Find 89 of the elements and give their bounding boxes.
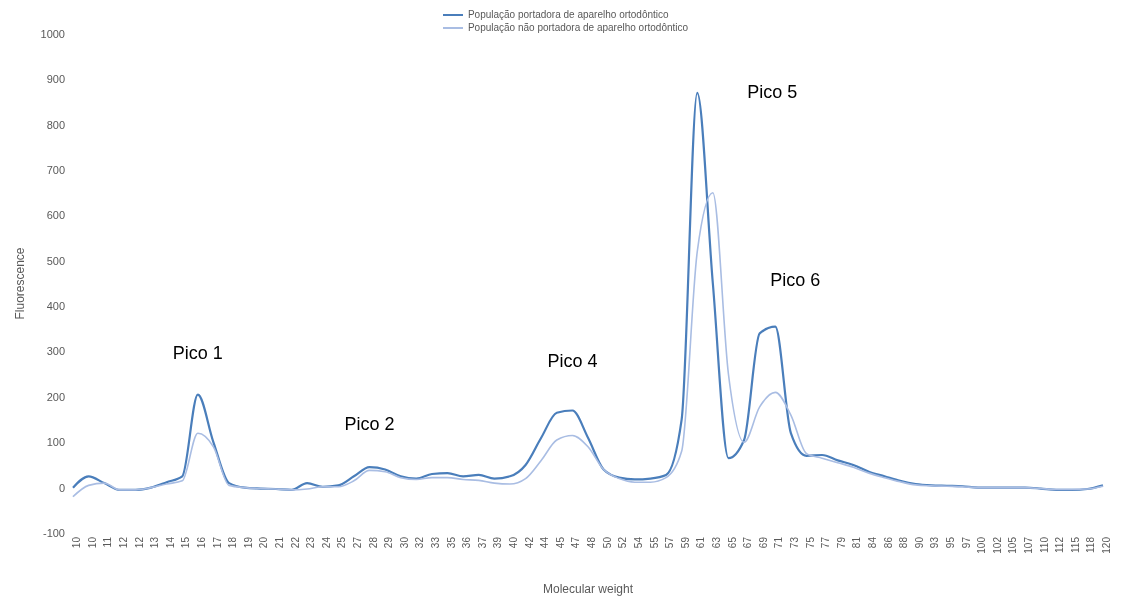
x-tick-label: 20 [258, 536, 270, 549]
x-tick-label: 75 [804, 536, 816, 549]
x-tick-label: 37 [476, 536, 488, 549]
x-tick-label: 17 [211, 536, 223, 549]
x-tick-label: 97 [960, 536, 972, 549]
x-tick-label: 13 [149, 536, 161, 549]
x-tick-label: 35 [445, 536, 457, 549]
x-tick-label: 100 [976, 536, 988, 554]
annotation: Pico 6 [770, 270, 821, 291]
x-tick-label: 102 [991, 536, 1003, 554]
x-tick-label: 61 [695, 536, 707, 549]
x-tick-label: 23 [305, 536, 317, 549]
x-tick-label: 105 [1007, 536, 1019, 554]
x-tick-label: 27 [352, 536, 364, 549]
y-axis-title: Fluorescence [13, 247, 28, 320]
x-tick-label: 44 [539, 536, 551, 549]
x-tick-label: 19 [242, 536, 254, 549]
x-tick-label: 67 [742, 536, 754, 549]
x-tick-label: 47 [570, 536, 582, 549]
x-tick-label: 10 [86, 536, 98, 549]
x-tick-label: 57 [664, 536, 676, 549]
x-tick-label: 10 [71, 536, 83, 549]
x-tick-label: 65 [726, 536, 738, 549]
annotation: Pico 5 [747, 81, 798, 102]
x-tick-label: 112 [1054, 536, 1066, 553]
x-tick-label: 81 [851, 536, 863, 549]
x-tick-label: 86 [882, 536, 894, 549]
x-tick-label: 40 [508, 536, 520, 549]
x-tick-label: 69 [757, 536, 769, 549]
x-tick-label: 118 [1085, 536, 1097, 553]
x-tick-label: 22 [289, 536, 301, 549]
y-tick-label: 400 [46, 300, 65, 313]
x-tick-label: 110 [1038, 536, 1050, 553]
y-tick-label: 100 [46, 436, 65, 449]
x-tick-label: 90 [913, 536, 925, 549]
x-tick-label: 33 [430, 536, 442, 549]
x-tick-label: 50 [601, 536, 613, 549]
y-tick-label: 300 [46, 345, 65, 358]
x-tick-label: 30 [398, 536, 410, 549]
annotation: Pico 1 [172, 343, 223, 364]
x-tick-label: 42 [523, 536, 535, 549]
annotation: Pico 4 [547, 351, 598, 372]
x-tick-label: 18 [227, 536, 239, 549]
x-tick-label: 25 [336, 536, 348, 549]
x-tick-label: 36 [461, 536, 473, 549]
y-tick-label: 600 [46, 209, 65, 222]
x-tick-label: 120 [1101, 536, 1113, 554]
x-tick-label: 16 [195, 536, 207, 549]
x-tick-label: 115 [1069, 536, 1081, 553]
x-axis-title: Molecular weight [542, 582, 634, 596]
x-tick-label: 29 [383, 536, 395, 549]
x-tick-label: 95 [945, 536, 957, 549]
x-tick-label: 79 [835, 536, 847, 549]
x-tick-label: 54 [632, 536, 644, 549]
legend-label: População portadora de aparelho ortodôntico [467, 9, 669, 20]
x-tick-label: 88 [898, 536, 910, 549]
y-tick-label: 500 [46, 254, 65, 267]
y-tick-label: 1000 [40, 27, 65, 40]
x-tick-label: 59 [679, 536, 691, 549]
x-tick-label: 52 [617, 536, 629, 549]
annotation: Pico 2 [344, 413, 395, 434]
x-tick-label: 77 [820, 536, 832, 549]
x-tick-label: 45 [554, 536, 566, 549]
x-tick-label: 32 [414, 536, 426, 549]
y-tick-label: 200 [46, 390, 65, 403]
x-tick-label: 21 [273, 536, 285, 549]
y-tick-label: 0 [58, 481, 65, 494]
x-tick-label: 12 [133, 536, 145, 549]
x-tick-label: 39 [492, 536, 504, 549]
x-tick-label: 28 [367, 536, 379, 549]
x-tick-label: 55 [648, 536, 660, 549]
x-tick-label: 48 [586, 536, 598, 549]
legend-label: População não portadora de aparelho ortodôntico [467, 22, 689, 33]
x-tick-label: 12 [117, 536, 129, 549]
y-tick-label: 700 [46, 164, 65, 176]
x-tick-label: 71 [773, 536, 785, 549]
x-tick-label: 107 [1023, 536, 1035, 554]
line-series [72, 191, 1104, 498]
x-tick-label: 24 [320, 536, 332, 549]
x-tick-label: 84 [867, 536, 879, 549]
x-tick-label: 11 [102, 536, 114, 548]
x-tick-label: 15 [180, 536, 192, 549]
y-tick-label: -100 [42, 526, 65, 539]
x-tick-label: 14 [164, 536, 176, 549]
x-tick-label: 73 [788, 536, 800, 549]
x-tick-label: 63 [710, 536, 722, 549]
x-tick-label: 93 [929, 536, 941, 549]
y-tick-label: 800 [46, 118, 65, 131]
y-tick-label: 900 [46, 73, 65, 86]
